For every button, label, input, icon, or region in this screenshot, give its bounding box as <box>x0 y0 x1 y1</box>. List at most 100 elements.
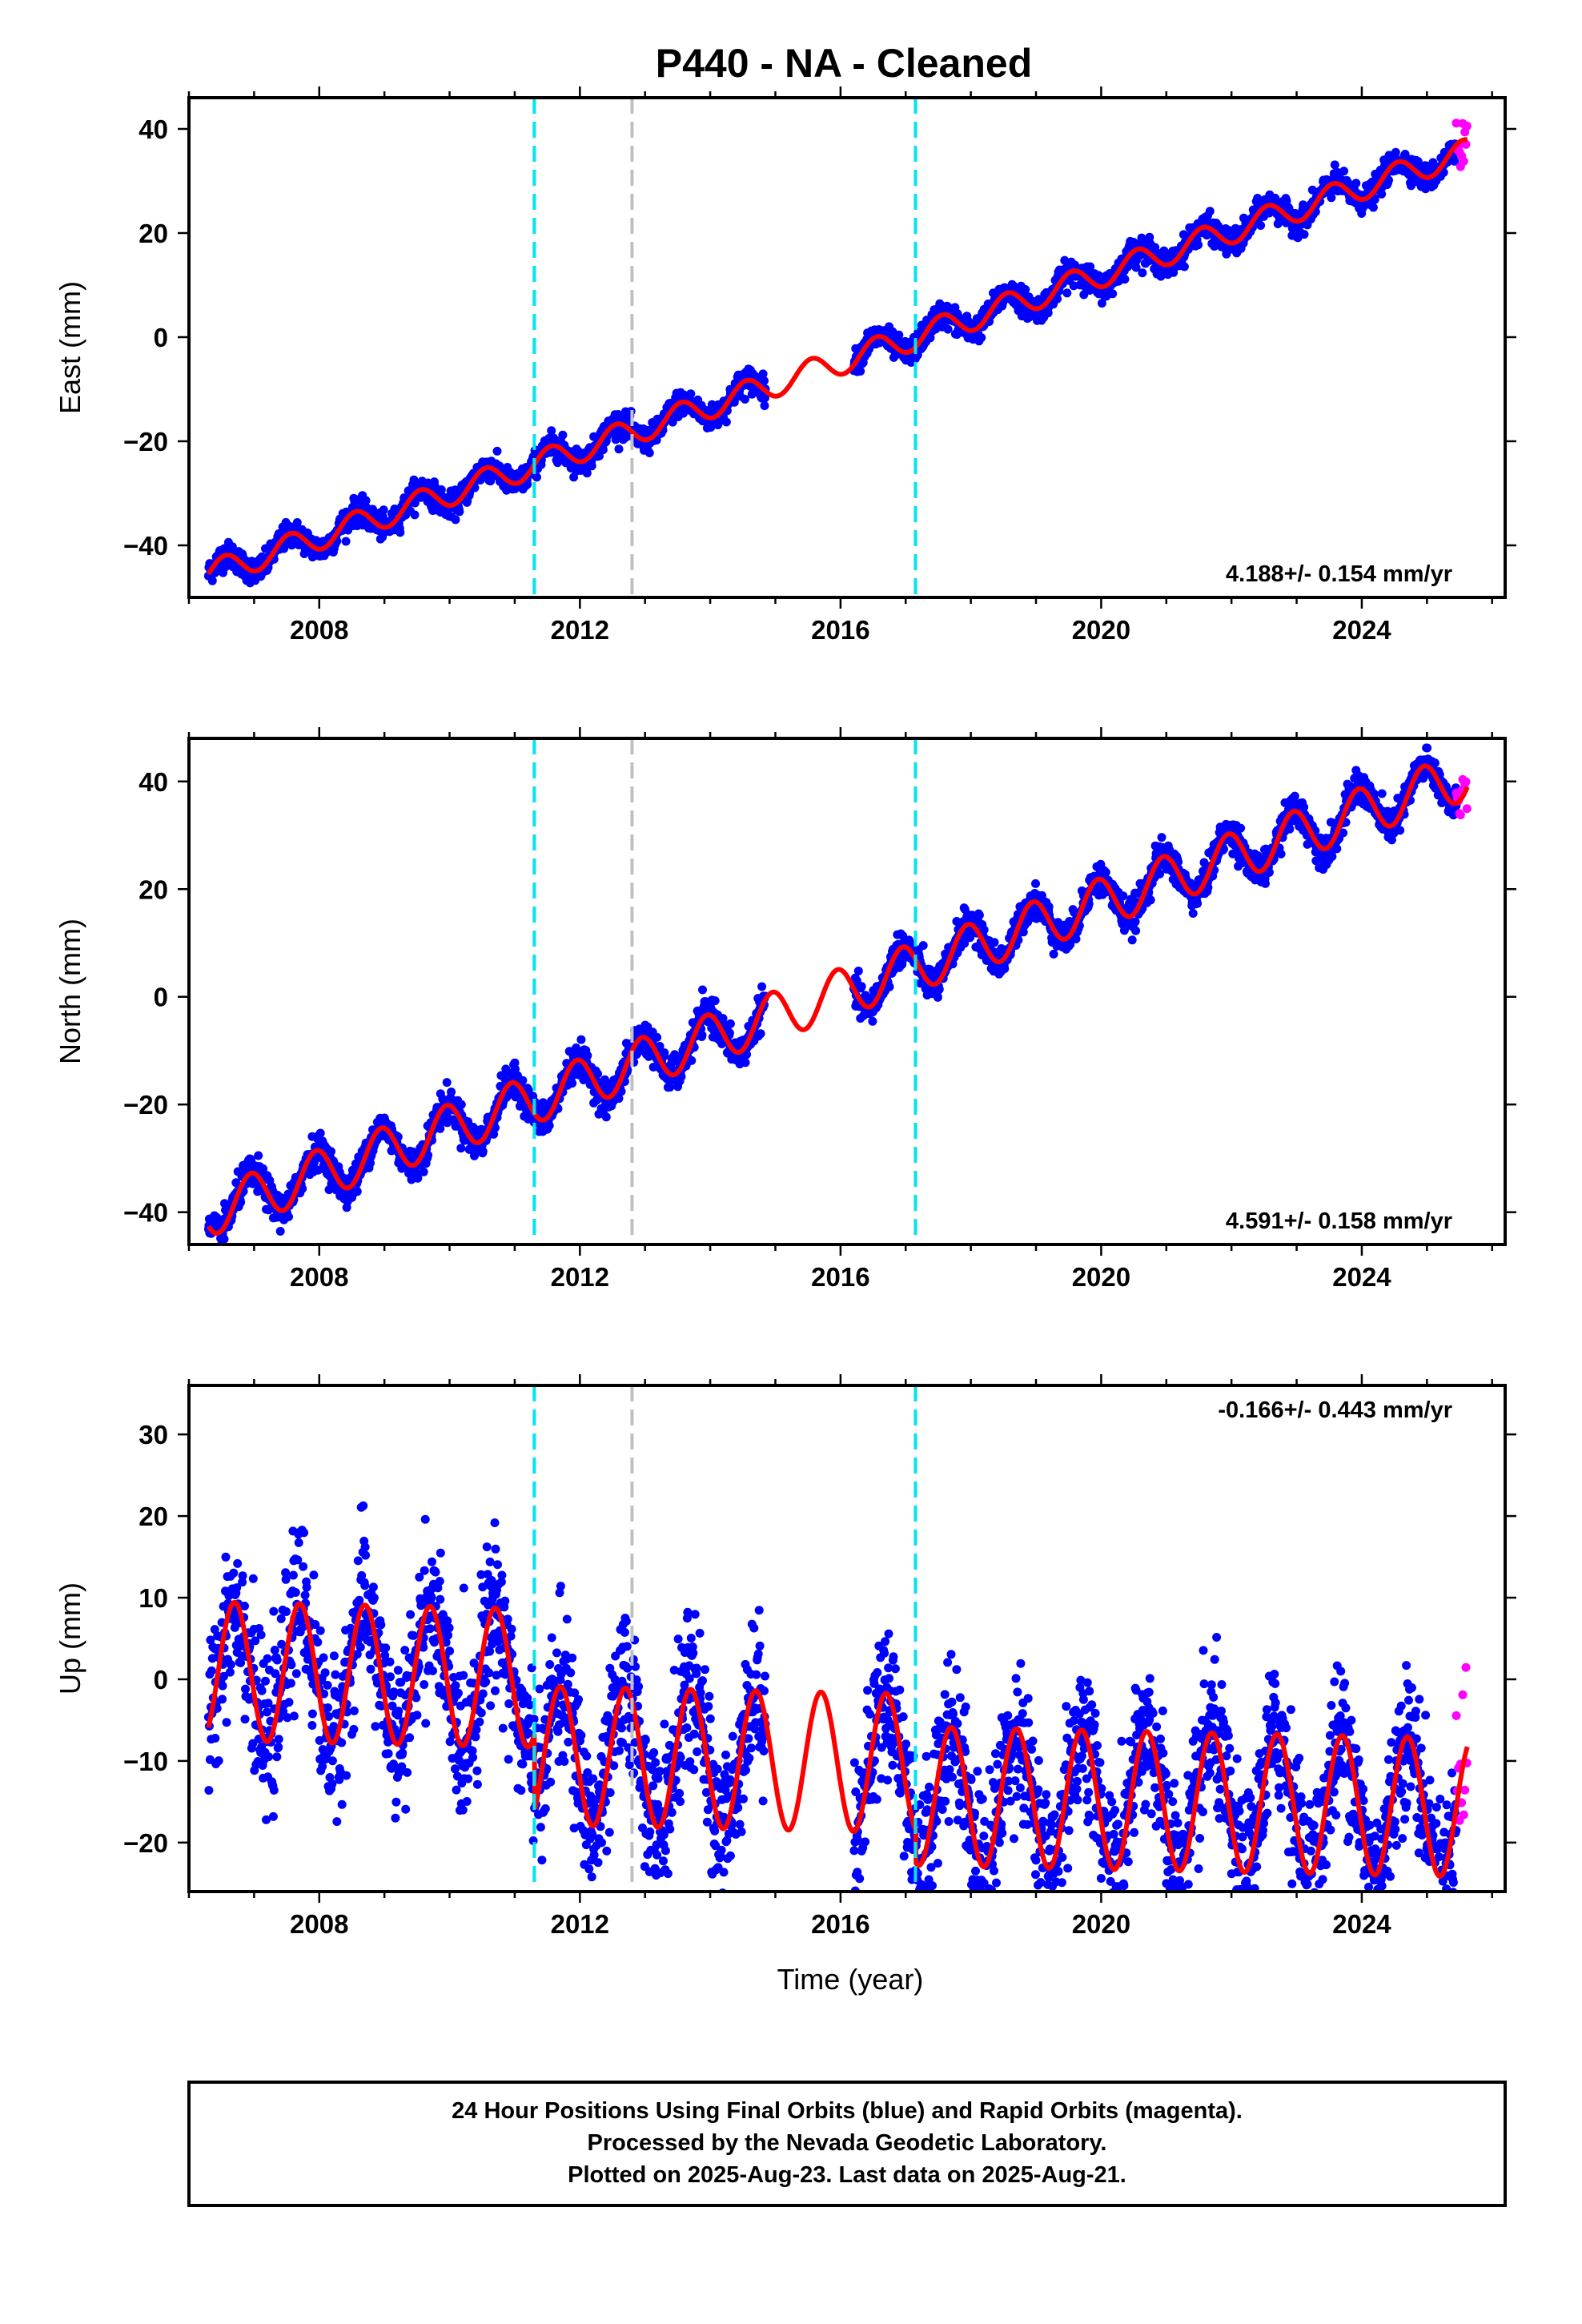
data-point <box>451 515 460 525</box>
data-point <box>1327 193 1336 203</box>
data-point <box>760 376 769 385</box>
data-point <box>396 528 405 537</box>
data-point <box>593 1069 602 1079</box>
data-point <box>1370 195 1379 204</box>
data-point <box>1021 285 1030 294</box>
data-point <box>576 1035 586 1044</box>
data-point <box>729 397 739 407</box>
data-point <box>470 1150 480 1160</box>
rapid-data-point <box>1459 156 1468 166</box>
data-point <box>1339 167 1349 176</box>
data-point <box>926 333 935 343</box>
y-tick-label: 20 <box>139 219 168 248</box>
data-point <box>758 369 768 379</box>
data-point <box>868 1016 877 1026</box>
data-point <box>1031 879 1040 888</box>
east-rate-annotation: 4.188+/- 0.154 mm/yr <box>1226 561 1452 587</box>
data-point <box>614 444 624 454</box>
data-point <box>660 1048 669 1058</box>
data-point <box>760 401 769 411</box>
data-point <box>601 1112 611 1122</box>
data-point <box>1377 189 1387 199</box>
data-point <box>655 1042 665 1051</box>
data-point <box>756 1029 765 1039</box>
x-tick-label: 2020 <box>1072 615 1130 645</box>
data-point <box>478 1147 488 1156</box>
data-point <box>761 393 769 403</box>
data-point <box>1299 230 1309 239</box>
data-point <box>853 967 863 975</box>
data-point <box>1205 207 1215 216</box>
data-point <box>721 417 731 427</box>
data-point <box>1086 262 1095 271</box>
data-point <box>456 1144 466 1153</box>
data-point <box>215 1247 224 1256</box>
data-point <box>741 395 749 404</box>
data-point <box>1062 288 1072 298</box>
y-tick-label: 40 <box>139 115 168 144</box>
data-point <box>315 1128 325 1138</box>
data-point <box>943 324 953 334</box>
data-point <box>918 941 928 951</box>
data-point <box>1384 175 1393 185</box>
data-point <box>857 982 866 991</box>
data-point <box>1053 294 1062 304</box>
east-frame <box>187 96 1507 599</box>
data-point <box>1097 299 1106 308</box>
data-point <box>298 1184 307 1193</box>
x-tick-label: 2024 <box>1332 615 1391 645</box>
data-point <box>583 1051 592 1060</box>
data-point <box>341 537 351 546</box>
data-point <box>885 982 894 991</box>
data-point <box>589 432 599 441</box>
data-point <box>856 367 865 376</box>
data-point <box>977 333 986 343</box>
data-point <box>1131 263 1141 272</box>
data-point <box>614 1094 624 1104</box>
data-point <box>697 1031 707 1040</box>
x-tick-label: 2016 <box>811 615 869 645</box>
data-point <box>361 496 371 505</box>
y-tick-label: −20 <box>123 427 168 456</box>
data-point <box>757 982 767 991</box>
data-point <box>436 485 446 494</box>
x-tick-label: 2008 <box>290 615 348 645</box>
data-point <box>419 1167 428 1176</box>
data-point <box>741 1058 750 1068</box>
data-point <box>1108 289 1118 299</box>
data-point <box>207 576 217 585</box>
data-point <box>275 1227 285 1236</box>
data-point <box>378 533 387 542</box>
data-point <box>1368 203 1378 212</box>
data-point <box>1330 160 1339 170</box>
x-tick-label: 2012 <box>551 615 609 645</box>
data-point <box>491 1123 500 1132</box>
data-point <box>652 1032 662 1042</box>
data-point <box>254 1151 263 1160</box>
data-point <box>644 448 654 457</box>
data-point <box>518 1076 528 1085</box>
data-point <box>532 472 541 482</box>
data-point <box>352 1187 362 1196</box>
data-point <box>447 1088 456 1096</box>
data-point <box>710 996 720 1006</box>
data-point <box>1194 240 1203 250</box>
data-point <box>598 445 608 455</box>
data-point <box>725 1019 735 1028</box>
data-point <box>327 1147 335 1156</box>
east-y-axis-label: East (mm) <box>54 281 86 414</box>
data-point <box>587 461 596 471</box>
data-point <box>1351 179 1361 188</box>
data-point <box>990 938 999 947</box>
data-point <box>1450 156 1460 166</box>
page-title: P440 - NA - Cleaned <box>656 41 1033 86</box>
data-point <box>686 389 696 399</box>
data-point <box>523 480 532 489</box>
data-point <box>379 505 388 515</box>
data-point <box>456 1100 466 1109</box>
data-point <box>668 417 677 427</box>
data-point <box>1000 964 1010 974</box>
data-point <box>1138 268 1147 278</box>
